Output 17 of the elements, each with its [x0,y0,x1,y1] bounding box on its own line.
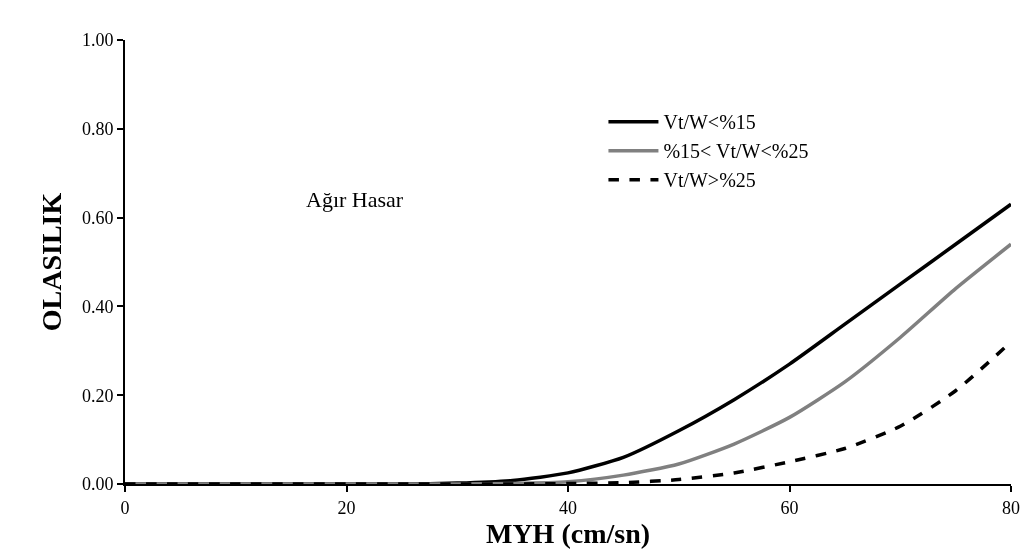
y-axis-title: OLASILIK [36,192,68,332]
y-tick-label: 0.60 [81,207,114,228]
x-tick-label: 80 [1002,497,1020,518]
y-tick-label: 0.00 [81,474,114,495]
legend-label: Vt/W>%25 [663,169,756,192]
annotation: Ağır Hasar [306,187,404,212]
y-tick-label: 1.00 [81,30,114,51]
y-tick-label: 0.40 [81,296,114,317]
y-tick-label: 0.20 [81,385,114,406]
legend-label: %15< Vt/W<%25 [663,140,809,163]
x-tick-label: 40 [559,497,577,518]
x-tick-label: 20 [337,497,356,518]
x-tick-label: 0 [120,497,130,518]
y-tick-label: 0.80 [81,119,114,140]
x-tick-label: 60 [780,497,799,518]
legend-label: Vt/W<%15 [663,111,756,134]
x-axis-title: MYH (cm/sn) [485,517,651,549]
